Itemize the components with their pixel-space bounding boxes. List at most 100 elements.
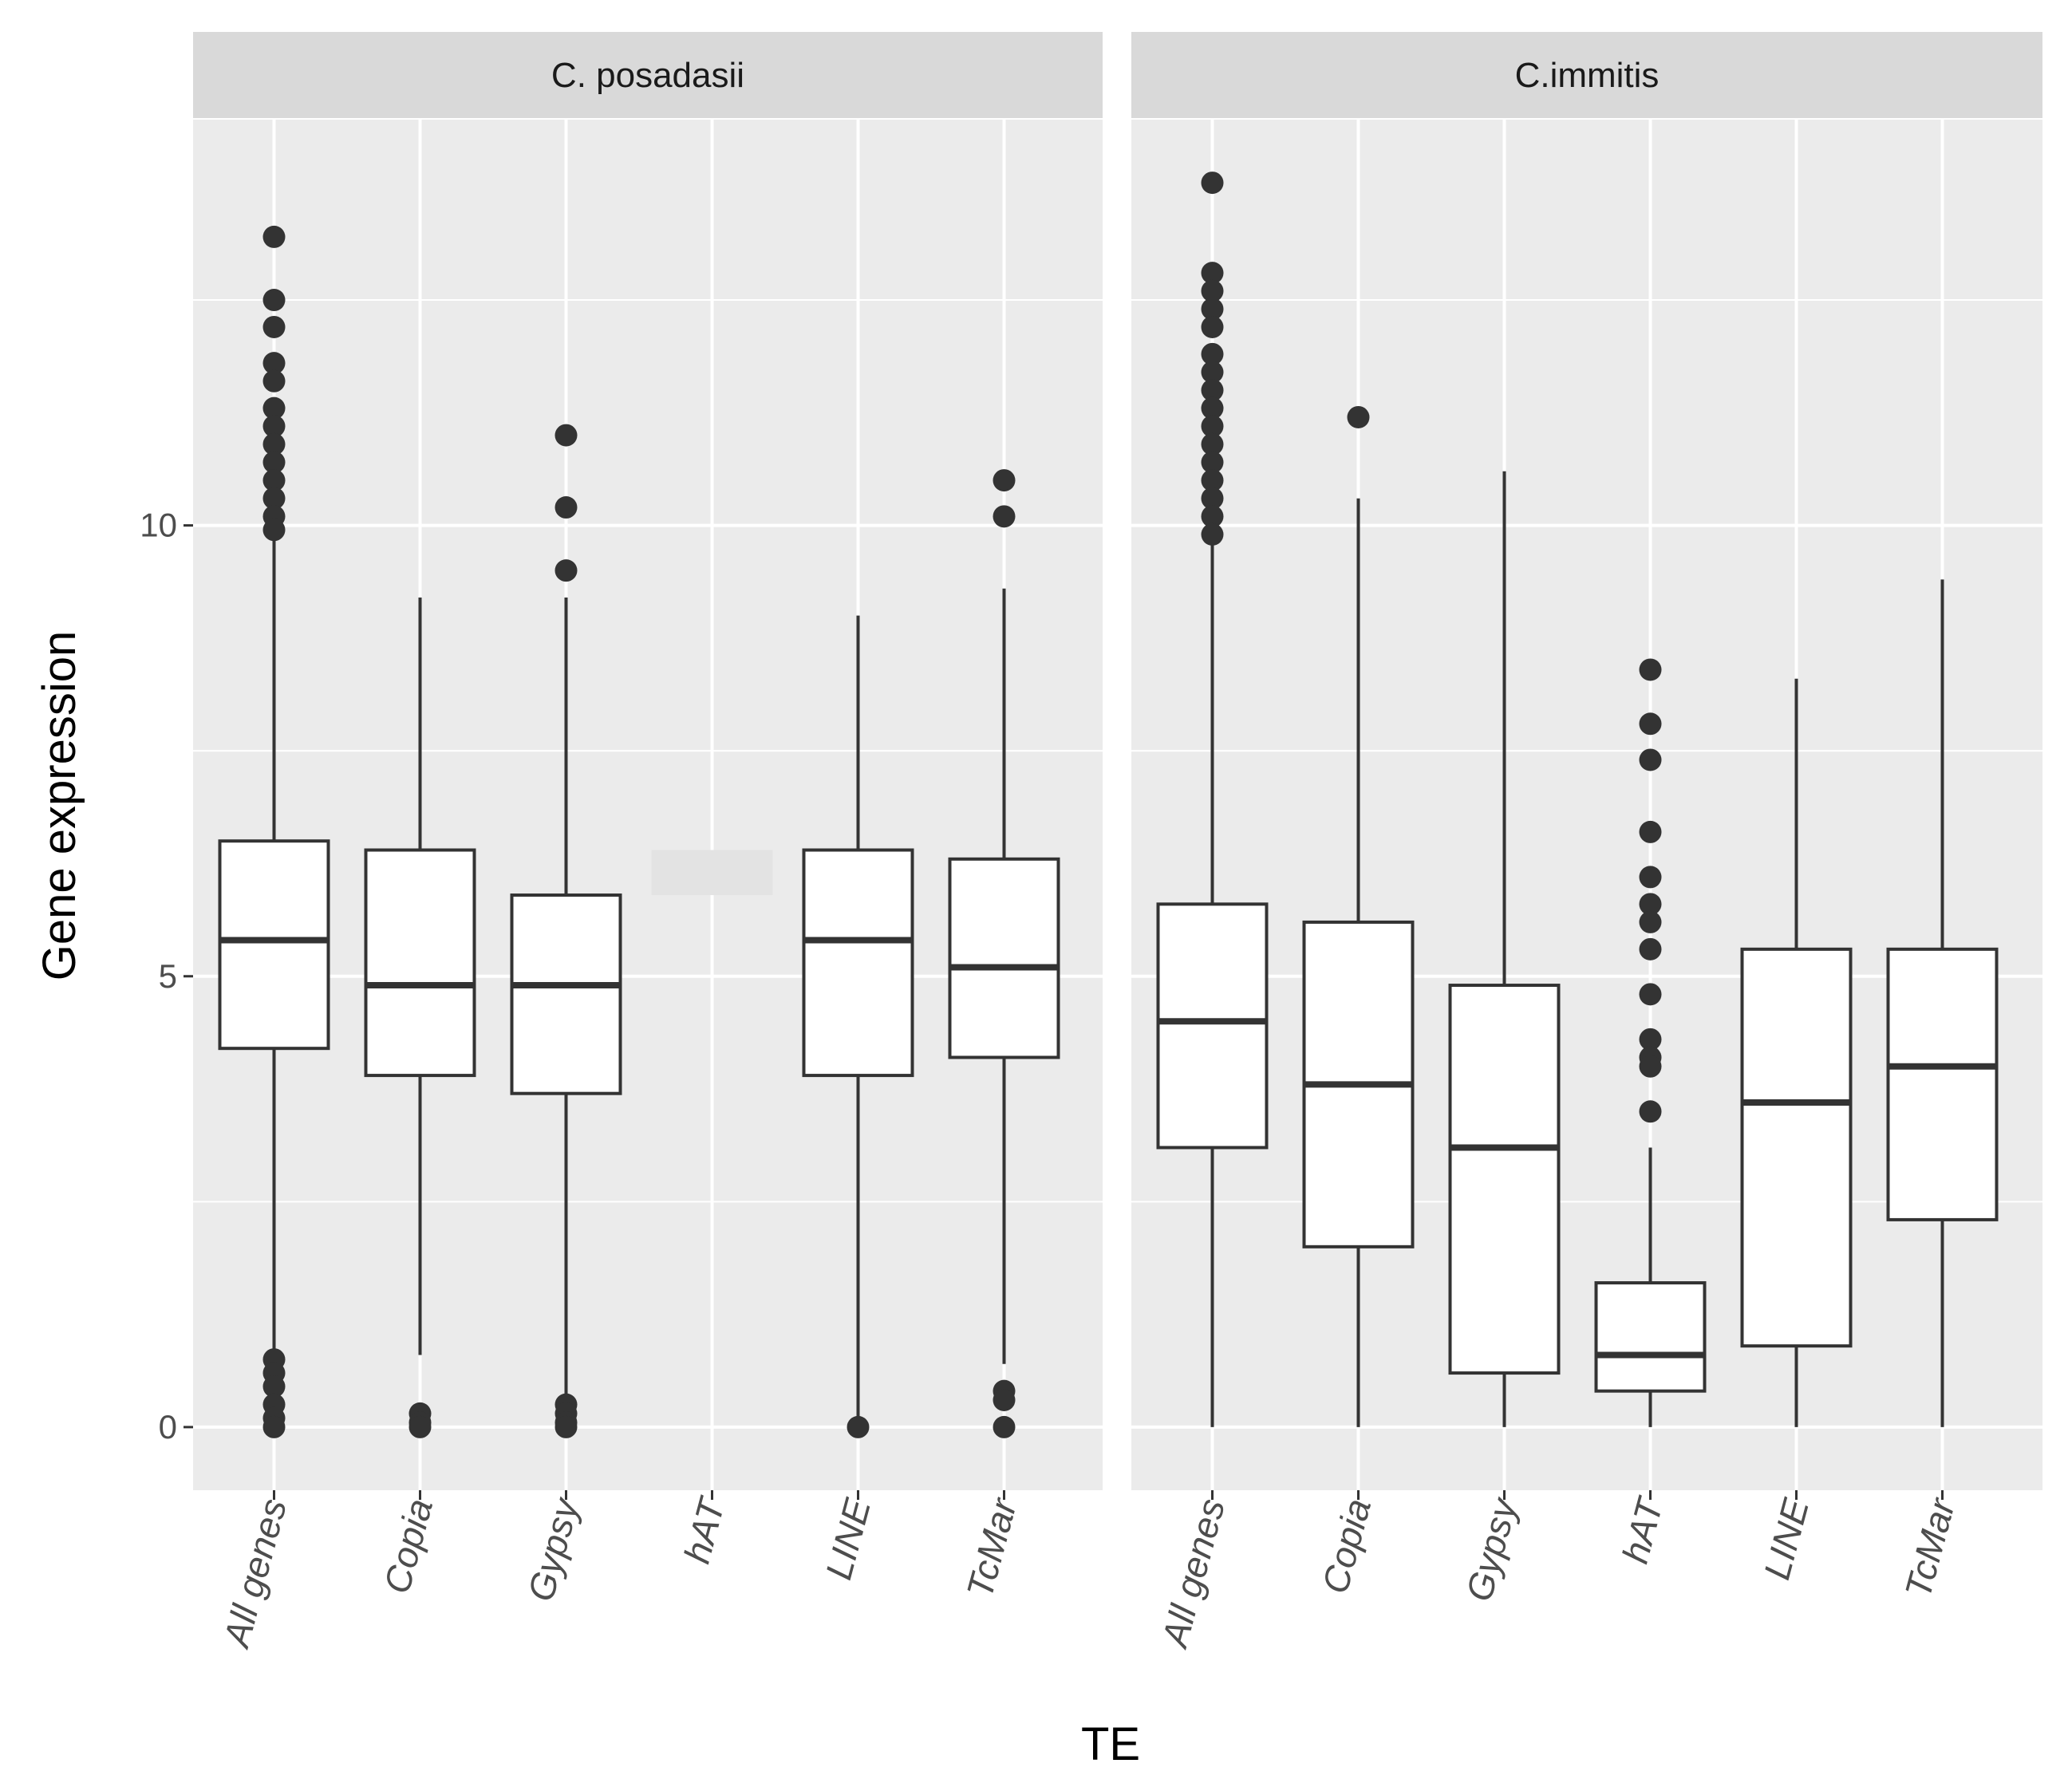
x-tick-label: All genes [215, 1494, 294, 1653]
outlier-point [262, 352, 286, 375]
outlier-point [408, 1415, 432, 1438]
x-tick-label: Gypsy [519, 1492, 587, 1605]
outlier-point [1201, 361, 1224, 384]
outlier-point [1639, 1100, 1662, 1123]
box-body [948, 857, 1060, 1059]
box-line [1740, 678, 1853, 1427]
outlier-point [1639, 658, 1662, 681]
box-body [802, 848, 914, 1078]
outlier-point [993, 1388, 1016, 1411]
x-tick-label: LINE [1755, 1493, 1817, 1584]
outlier-point [262, 289, 286, 312]
box-all-genes [218, 225, 330, 1438]
outlier-point [1639, 1028, 1662, 1051]
outlier-point [1201, 279, 1224, 302]
outlier-point [555, 1415, 578, 1438]
box-gypsy [1448, 471, 1561, 1427]
outlier-point [1201, 172, 1224, 195]
outlier-point [1201, 469, 1224, 492]
box-body [1886, 947, 1999, 1221]
outlier-point [1201, 451, 1224, 474]
outlier-point [262, 519, 286, 542]
x-axis-title: TE [1081, 1718, 1140, 1770]
facet-strip-label: C.immitis [1515, 56, 1660, 95]
box-all-genes [1156, 172, 1269, 1427]
outlier-point [1201, 298, 1224, 321]
outlier-point [262, 369, 286, 392]
outlier-point [1639, 893, 1662, 916]
y-axis: 0 5 10 [140, 507, 193, 1446]
outlier-point [993, 1415, 1016, 1438]
box-body [364, 848, 476, 1078]
panels-layer: C. posadasii All genes Copia Gypsy hAT LINE Tc… [193, 32, 2042, 1653]
outlier-point [555, 559, 578, 582]
x-tick-label: All genes [1153, 1494, 1233, 1653]
box-copia [1302, 405, 1415, 1427]
box-body [1448, 984, 1561, 1375]
outlier-point [262, 1375, 286, 1398]
outlier-point [262, 1415, 286, 1438]
panel-background [1131, 120, 2042, 1490]
facet-strip [193, 32, 1103, 118]
outlier-point [262, 315, 286, 338]
facet-panel-1: C. posadasii All genes Copia Gypsy hAT LINE Tc… [193, 32, 1103, 1653]
panel-background [193, 120, 1103, 1490]
outlier-point [262, 415, 286, 438]
outlier-point [1639, 820, 1662, 843]
outlier-point [847, 1415, 870, 1438]
facet-strip-label: C. posadasii [551, 56, 744, 95]
x-tick-label: Copia [1314, 1494, 1379, 1598]
x-tick-label: Copia [376, 1494, 440, 1598]
outlier-point [262, 432, 286, 456]
outlier-point [1639, 910, 1662, 933]
box-copia [364, 598, 476, 1438]
facet-panel-2: C.immitis All genes Copia Gypsy hAT LINE TcMar [1131, 32, 2042, 1653]
box-body [1594, 1281, 1707, 1393]
outlier-point [555, 496, 578, 519]
x-tick-label: LINE [817, 1493, 878, 1584]
faint-box [651, 850, 773, 896]
outlier-point [993, 505, 1016, 528]
outlier-point [1201, 342, 1224, 365]
box-hat [651, 850, 773, 896]
outlier-point [1201, 505, 1224, 528]
outlier-point [1201, 379, 1224, 402]
outlier-point [1201, 315, 1224, 338]
y-axis-title: Gene expression [34, 631, 85, 980]
x-tick-label: hAT [1614, 1492, 1671, 1567]
outlier-point [1201, 262, 1224, 285]
outlier-point [1201, 415, 1224, 438]
outlier-point [1639, 866, 1662, 889]
outlier-point [1639, 712, 1662, 736]
outlier-point [262, 225, 286, 248]
outlier-point [555, 424, 578, 447]
facet-strip [1131, 32, 2042, 118]
x-tick-label: Gypsy [1458, 1492, 1525, 1605]
outlier-point [993, 469, 1016, 492]
outlier-point [1639, 748, 1662, 771]
outlier-point [1639, 983, 1662, 1006]
x-tick-label: TcMar [958, 1493, 1024, 1603]
outlier-point [1347, 405, 1370, 428]
outlier-point [1201, 487, 1224, 510]
box-body [510, 893, 622, 1095]
box-gypsy [510, 424, 622, 1438]
box-body [218, 839, 330, 1051]
outlier-point [262, 396, 286, 420]
outlier-point [262, 469, 286, 492]
box-line [802, 615, 914, 1438]
outlier-point [1639, 1055, 1662, 1078]
box-tcmar [948, 469, 1060, 1438]
box-body [1740, 947, 1853, 1348]
outlier-point [1201, 523, 1224, 546]
y-tick-label: 10 [140, 507, 177, 544]
x-tick-label: hAT [676, 1492, 733, 1567]
outlier-point [1639, 937, 1662, 961]
x-tick-label: TcMar [1896, 1493, 1963, 1603]
outlier-point [1201, 432, 1224, 456]
y-tick-label: 0 [159, 1408, 177, 1446]
box-body [1156, 902, 1269, 1150]
outlier-point [262, 487, 286, 510]
box-hat [1594, 658, 1707, 1427]
